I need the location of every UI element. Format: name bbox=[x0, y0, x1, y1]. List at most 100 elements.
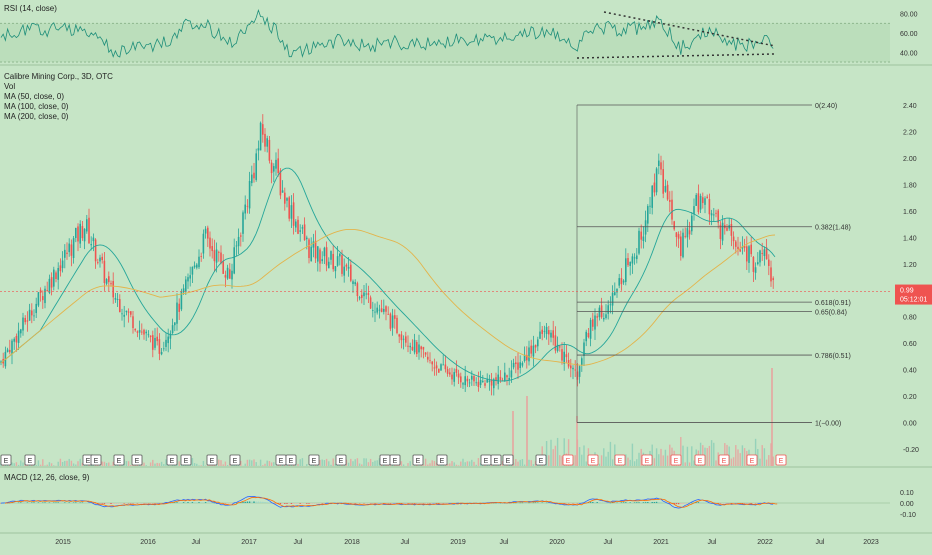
candle-body bbox=[44, 289, 46, 303]
macd-histogram-bar bbox=[77, 503, 78, 504]
candle-body bbox=[746, 246, 748, 261]
candle-body bbox=[427, 357, 429, 360]
volume-bar bbox=[689, 462, 690, 466]
indicator-ma200[interactable]: MA (200, close, 0) bbox=[4, 112, 113, 122]
volume-bar bbox=[460, 462, 461, 466]
volume-bar bbox=[326, 459, 327, 466]
macd-histogram-bar bbox=[51, 502, 52, 503]
macd-histogram-bar bbox=[152, 503, 153, 504]
candle-body bbox=[324, 248, 326, 256]
candle-body bbox=[20, 329, 22, 333]
macd-histogram-bar bbox=[610, 503, 611, 504]
time-axis-label: 2016 bbox=[140, 539, 156, 546]
candle-body bbox=[31, 311, 33, 316]
candle-body bbox=[651, 186, 653, 208]
earnings-marker-label: E bbox=[566, 458, 571, 465]
macd-histogram-bar bbox=[621, 502, 622, 503]
volume-bar bbox=[634, 461, 635, 466]
candle-body bbox=[203, 234, 205, 254]
earnings-marker-label: E bbox=[506, 458, 511, 465]
symbol-title[interactable]: Calibre Mining Corp., 3D, OTC bbox=[4, 72, 113, 82]
macd-histogram-bar bbox=[154, 503, 155, 504]
candle-body bbox=[460, 376, 462, 382]
macd-histogram-bar bbox=[141, 503, 142, 504]
candle-body bbox=[528, 347, 530, 361]
volume-bar bbox=[667, 456, 668, 466]
candle-body bbox=[282, 190, 284, 192]
candle-body bbox=[770, 267, 772, 281]
candle-body bbox=[75, 228, 77, 238]
volume-bar bbox=[691, 446, 692, 466]
macd-histogram-bar bbox=[110, 503, 111, 504]
candle-body bbox=[222, 261, 224, 274]
candle-body bbox=[687, 228, 689, 237]
candle-body bbox=[330, 251, 332, 260]
candle-body bbox=[682, 233, 684, 257]
candle-body bbox=[407, 346, 409, 347]
candle-body bbox=[258, 148, 260, 150]
macd-histogram-bar bbox=[368, 503, 369, 504]
countdown-label: 05:12:01 bbox=[900, 297, 927, 304]
volume-bar bbox=[106, 463, 107, 466]
candle-body bbox=[445, 364, 447, 369]
macd-histogram-bar bbox=[205, 502, 206, 503]
candle-body bbox=[574, 370, 576, 371]
candle-body bbox=[698, 193, 700, 212]
price-tick-label: 0.00 bbox=[903, 421, 917, 428]
candle-body bbox=[79, 224, 81, 244]
volume-bar bbox=[669, 445, 670, 466]
volume-bar bbox=[260, 460, 261, 466]
candle-body bbox=[112, 281, 114, 297]
macd-histogram-bar bbox=[99, 503, 100, 504]
price-tick-label: 0.20 bbox=[903, 394, 917, 401]
candle-body bbox=[383, 309, 385, 312]
candle-body bbox=[588, 333, 590, 337]
price-tick-label: 2.20 bbox=[903, 129, 917, 136]
candle-body bbox=[335, 266, 337, 271]
macd-histogram-bar bbox=[40, 502, 41, 503]
macd-histogram-bar bbox=[102, 503, 103, 504]
macd-histogram-bar bbox=[526, 503, 527, 504]
candle-body bbox=[231, 271, 233, 280]
candle-body bbox=[559, 346, 561, 347]
candle-body bbox=[436, 365, 438, 368]
volume-bar bbox=[713, 443, 714, 466]
candle-body bbox=[715, 213, 717, 214]
candle-body bbox=[341, 255, 343, 274]
volume-bar bbox=[18, 465, 19, 466]
macd-histogram-bar bbox=[174, 502, 175, 503]
macd-histogram-bar bbox=[260, 502, 261, 503]
candle-body bbox=[392, 315, 394, 327]
volume-bar bbox=[462, 459, 463, 466]
rsi-tick-label: 40.00 bbox=[900, 50, 918, 57]
earnings-marker-label: E bbox=[289, 458, 294, 465]
candle-body bbox=[416, 342, 418, 354]
volume-bar bbox=[407, 463, 408, 466]
candle-body bbox=[205, 229, 207, 234]
macd-histogram-bar bbox=[44, 502, 45, 503]
macd-histogram-bar bbox=[544, 503, 545, 504]
macd-histogram-bar bbox=[60, 502, 61, 503]
candle-body bbox=[412, 347, 414, 350]
candle-body bbox=[583, 343, 585, 356]
volume-bar bbox=[476, 465, 477, 466]
macd-histogram-bar bbox=[361, 503, 362, 504]
macd-histogram-bar bbox=[726, 503, 727, 504]
macd-histogram-bar bbox=[227, 503, 228, 504]
indicator-ma100[interactable]: MA (100, close, 0) bbox=[4, 102, 113, 112]
macd-histogram-bar bbox=[104, 503, 105, 504]
volume-bar bbox=[324, 460, 325, 466]
macd-histogram-bar bbox=[137, 503, 138, 504]
volume-bar bbox=[348, 463, 349, 466]
candle-body bbox=[757, 262, 759, 264]
candle-body bbox=[302, 227, 304, 228]
time-axis-label: Jul bbox=[708, 539, 717, 546]
macd-histogram-bar bbox=[445, 503, 446, 504]
macd-histogram-bar bbox=[269, 502, 270, 503]
indicator-vol[interactable]: Vol bbox=[4, 82, 113, 92]
candle-body bbox=[297, 220, 299, 234]
candle-body bbox=[700, 196, 702, 210]
indicator-ma50[interactable]: MA (50, close, 0) bbox=[4, 92, 113, 102]
